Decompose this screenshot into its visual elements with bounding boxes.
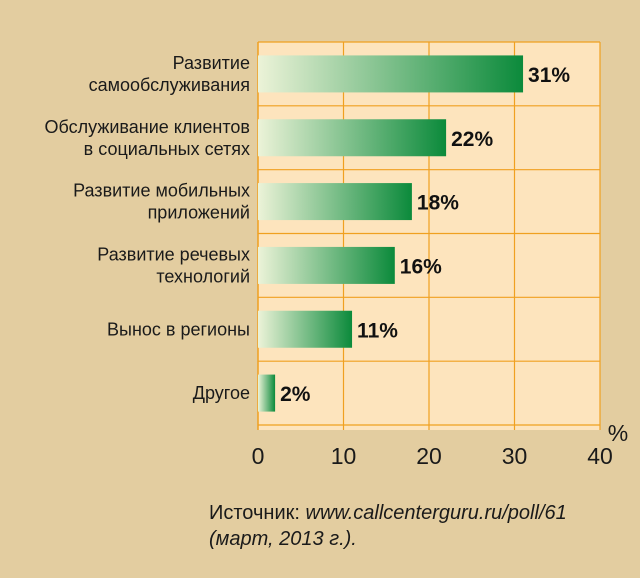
category-label: Развитие мобильных xyxy=(73,181,250,201)
x-tick-label: 40 xyxy=(587,443,613,469)
x-tick-label: 10 xyxy=(331,443,357,469)
source-date: (март, 2013 г.). xyxy=(209,528,357,550)
x-tick-label: 30 xyxy=(502,443,528,469)
value-label: 2% xyxy=(280,383,311,406)
value-label: 22% xyxy=(451,128,493,151)
value-label: 16% xyxy=(400,255,442,278)
x-axis-unit-label: % xyxy=(608,420,628,446)
bar xyxy=(258,374,276,412)
source-url: www.callcenterguru.ru/poll/61 xyxy=(305,502,567,524)
source-prefix: Источник: xyxy=(209,502,306,524)
bar xyxy=(258,55,524,93)
bar xyxy=(258,183,412,221)
bar xyxy=(258,119,447,157)
x-axis-ticks: 0 10 20 30 40 xyxy=(252,443,613,469)
category-label: Обслуживание клиентов xyxy=(45,117,251,137)
value-label: 11% xyxy=(357,319,398,342)
x-tick-label: 0 xyxy=(252,443,265,469)
grid-lines xyxy=(257,41,601,430)
category-label: самообслуживания xyxy=(89,75,250,95)
value-label: 18% xyxy=(417,192,459,215)
bar xyxy=(258,310,353,348)
bars xyxy=(258,55,524,412)
category-label: приложений xyxy=(148,203,250,223)
category-label: Вынос в регионы xyxy=(107,319,250,339)
value-label: 31% xyxy=(528,64,570,87)
category-label: Развитие речевых xyxy=(97,244,250,264)
category-label: Развитие xyxy=(173,53,250,73)
category-label: технологий xyxy=(156,266,250,286)
bar xyxy=(258,246,395,284)
x-tick-label: 20 xyxy=(416,443,442,469)
source-note: Источник: www.callcenterguru.ru/poll/61 … xyxy=(209,500,629,552)
category-label: Другое xyxy=(193,383,250,403)
value-labels: 31% 22% 18% 16% 11% 2% xyxy=(280,64,570,406)
category-label: в социальных сетях xyxy=(84,139,250,159)
